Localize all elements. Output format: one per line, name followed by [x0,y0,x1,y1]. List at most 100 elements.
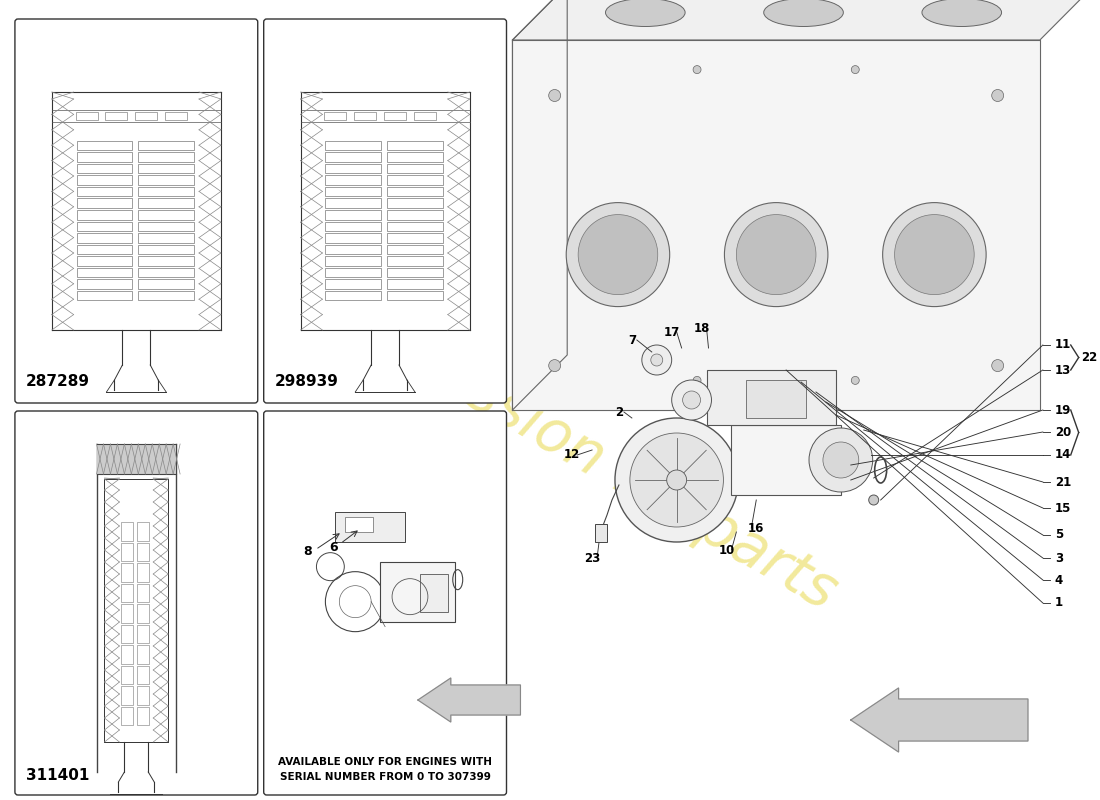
Circle shape [651,354,662,366]
Ellipse shape [605,0,685,26]
Bar [121,706,133,726]
Bar [326,198,381,208]
Circle shape [725,202,828,306]
Bar [326,141,381,150]
Ellipse shape [763,0,844,26]
Bar [76,112,98,120]
Bar [77,175,132,185]
Bar [420,574,448,612]
Text: 5: 5 [1055,529,1063,542]
FancyBboxPatch shape [264,19,506,403]
Circle shape [894,214,975,294]
Bar [138,604,150,622]
Bar [336,512,405,542]
Bar [138,666,150,684]
Bar [106,112,128,120]
Bar [138,625,150,643]
Text: 13: 13 [1055,363,1071,377]
Text: a passion for parts: a passion for parts [348,299,847,621]
Bar [121,542,133,561]
Bar [77,233,132,242]
Bar [326,279,381,289]
Bar [139,222,194,231]
Bar [732,425,840,495]
Bar [387,175,443,185]
Text: 298939: 298939 [275,374,339,390]
Bar [387,164,443,174]
Circle shape [667,470,686,490]
Bar [121,604,133,622]
Bar [77,210,132,219]
Bar [121,625,133,643]
Bar [326,210,381,219]
Bar [121,666,133,684]
Bar [77,222,132,231]
FancyBboxPatch shape [264,411,506,795]
Bar [326,175,381,185]
Bar [326,187,381,196]
Circle shape [566,202,670,306]
Circle shape [549,90,561,102]
Circle shape [683,391,701,409]
Bar [326,268,381,278]
Bar [387,198,443,208]
Bar [139,268,194,278]
Text: 287289: 287289 [26,374,90,390]
Circle shape [630,433,724,527]
Bar [121,584,133,602]
Bar [139,164,194,174]
Bar [77,187,132,196]
Bar [139,245,194,254]
Text: 20: 20 [1055,426,1071,438]
Bar [324,112,346,120]
Text: 23: 23 [584,551,601,565]
Bar [121,563,133,582]
Bar [139,210,194,219]
Circle shape [693,376,701,384]
Bar [77,152,132,162]
Text: 19: 19 [1055,403,1071,417]
Bar [121,645,133,664]
Polygon shape [418,678,520,722]
Text: 14: 14 [1055,449,1071,462]
Bar [77,268,132,278]
Bar [77,245,132,254]
Text: 18: 18 [693,322,710,334]
Text: 11: 11 [1055,338,1071,351]
Bar [138,706,150,726]
Bar [595,524,607,542]
Circle shape [882,202,986,306]
Text: 21: 21 [1055,475,1071,489]
Bar [77,291,132,301]
Bar [165,112,187,120]
Bar [387,256,443,266]
Bar [387,141,443,150]
Circle shape [869,495,879,505]
Circle shape [823,442,859,478]
Circle shape [615,418,738,542]
Text: 22: 22 [1080,351,1097,364]
Polygon shape [513,40,1040,410]
Bar [387,152,443,162]
Text: 3: 3 [1055,551,1063,565]
Bar [746,380,806,418]
Text: 7: 7 [628,334,636,346]
Bar [139,233,194,242]
Bar [326,164,381,174]
Bar [138,522,150,541]
Bar [387,245,443,254]
Polygon shape [850,688,1027,752]
Circle shape [549,360,561,371]
Bar [387,268,443,278]
Circle shape [808,428,872,492]
Circle shape [851,66,859,74]
Text: 311401: 311401 [26,767,89,782]
Bar [135,112,157,120]
Bar [121,522,133,541]
Bar [354,112,376,120]
Bar [77,279,132,289]
Bar [139,279,194,289]
Bar [387,233,443,242]
Bar [139,256,194,266]
Bar [97,444,176,474]
